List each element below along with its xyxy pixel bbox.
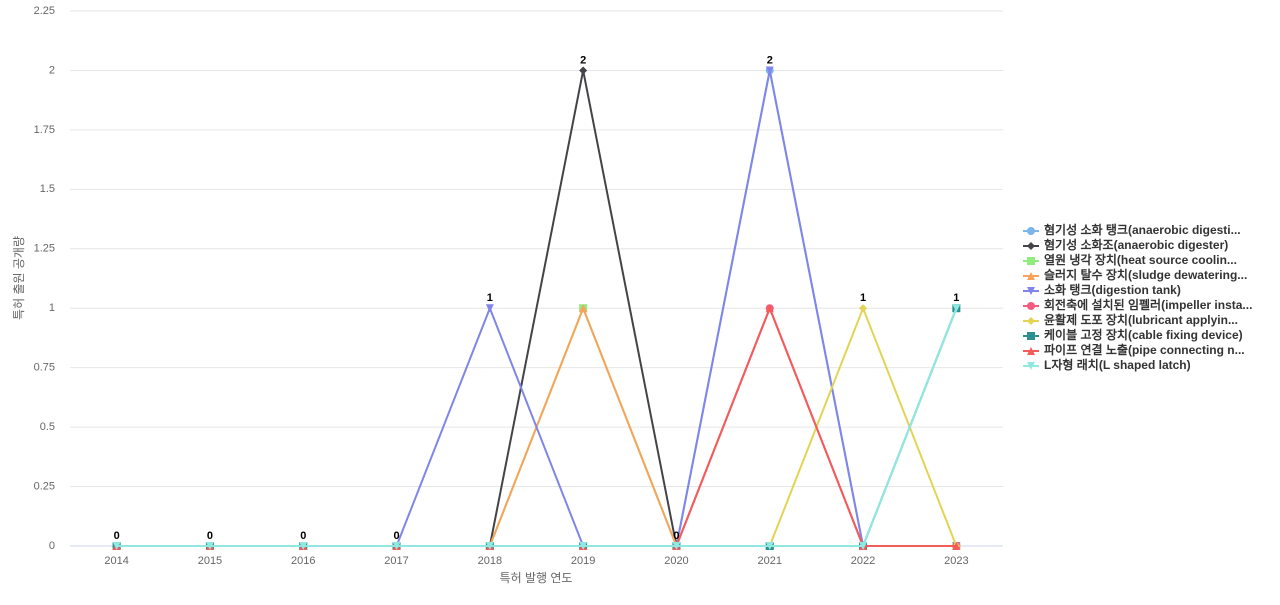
y-tick-label: 1.75 <box>34 124 55 136</box>
legend-item[interactable]: 혐기성 소화 탱크(anaerobic digesti... <box>1023 222 1241 237</box>
marker <box>392 542 401 550</box>
y-tick-label: 1.25 <box>34 243 55 255</box>
x-axis-title: 특허 발행 연도 <box>500 570 573 585</box>
y-tick-label: 0.75 <box>34 362 55 374</box>
data-label: 1 <box>860 292 866 304</box>
legend-label: L자형 래치(L shaped latch) <box>1044 357 1191 372</box>
marker <box>205 542 214 550</box>
marker <box>485 304 494 313</box>
data-label: 0 <box>393 530 399 542</box>
legend-item[interactable]: 케이블 고정 장치(cable fixing device) <box>1023 327 1243 342</box>
marker <box>112 542 121 550</box>
legend-label: 케이블 고정 장치(cable fixing device) <box>1044 327 1243 342</box>
data-label: 0 <box>114 530 120 542</box>
marker <box>579 66 588 75</box>
marker <box>765 304 774 313</box>
x-tick-label: 2019 <box>571 555 595 567</box>
marker <box>672 542 681 550</box>
data-label: 2 <box>580 54 586 66</box>
y-tick-label: 0.5 <box>40 421 55 433</box>
legend-item[interactable]: 소화 탱크(digestion tank) <box>1023 282 1181 297</box>
legend-label: 혐기성 소화조(anaerobic digester) <box>1044 237 1228 252</box>
marker <box>1027 272 1035 280</box>
marker <box>579 304 588 313</box>
legend-label: 파이프 연결 노출(pipe connecting n... <box>1044 342 1245 357</box>
marker <box>952 304 961 313</box>
marker <box>765 542 774 550</box>
y-tick-label: 2.25 <box>34 5 55 17</box>
legend-label: 윤활제 도포 장치(lubricant applyin... <box>1044 312 1238 327</box>
data-label: 1 <box>953 292 959 304</box>
marker <box>1027 257 1035 265</box>
marker <box>765 66 774 75</box>
x-tick-label: 2022 <box>851 555 875 567</box>
x-tick-label: 2016 <box>291 555 315 567</box>
x-tick-label: 2021 <box>758 555 782 567</box>
marker <box>859 542 868 550</box>
marker <box>1027 242 1035 250</box>
legend-item[interactable]: L자형 래치(L shaped latch) <box>1023 357 1191 372</box>
marker <box>485 542 494 550</box>
y-tick-label: 0.25 <box>34 480 55 492</box>
marker <box>1027 227 1035 235</box>
x-tick-label: 2014 <box>104 555 128 567</box>
y-tick-label: 2 <box>49 64 55 76</box>
marker <box>1027 332 1035 340</box>
marker <box>1027 362 1035 370</box>
y-tick-label: 1.5 <box>40 183 55 195</box>
legend-label: 회전축에 설치된 임펠러(impeller insta... <box>1044 297 1252 312</box>
legend-item[interactable]: 슬러지 탈수 장치(sludge dewatering... <box>1023 267 1247 282</box>
legend-label: 슬러지 탈수 장치(sludge dewatering... <box>1044 267 1247 282</box>
data-label: 0 <box>673 530 679 542</box>
y-tick-label: 1 <box>49 302 55 314</box>
legend-item[interactable]: 회전축에 설치된 임펠러(impeller insta... <box>1023 297 1252 312</box>
data-label: 0 <box>300 530 306 542</box>
marker <box>299 542 308 550</box>
legend-item[interactable]: 열원 냉각 장치(heat source coolin... <box>1023 252 1237 267</box>
legend-label: 소화 탱크(digestion tank) <box>1044 282 1181 297</box>
series-line <box>116 307 958 547</box>
legend-label: 혐기성 소화 탱크(anaerobic digesti... <box>1044 222 1241 237</box>
x-tick-label: 2017 <box>384 555 408 567</box>
marker <box>579 542 588 550</box>
marker <box>952 542 961 550</box>
x-tick-label: 2018 <box>478 555 502 567</box>
x-tick-label: 2015 <box>198 555 222 567</box>
marker <box>859 304 868 313</box>
legend-label: 열원 냉각 장치(heat source coolin... <box>1044 252 1237 267</box>
y-axis-title: 특허 출원 공개량 <box>12 236 26 320</box>
x-tick-label: 2023 <box>944 555 968 567</box>
marker <box>1027 317 1035 325</box>
y-tick-label: 0 <box>49 540 55 552</box>
marker <box>1027 347 1035 355</box>
marker <box>1027 302 1035 310</box>
marker <box>1027 287 1035 295</box>
legend-item[interactable]: 혐기성 소화조(anaerobic digester) <box>1023 237 1228 252</box>
data-label: 0 <box>207 530 213 542</box>
data-label: 1 <box>487 292 493 304</box>
legend-item[interactable]: 파이프 연결 노출(pipe connecting n... <box>1023 342 1245 357</box>
legend-item[interactable]: 윤활제 도포 장치(lubricant applyin... <box>1023 312 1238 327</box>
data-label: 2 <box>767 54 773 66</box>
x-tick-label: 2020 <box>664 555 688 567</box>
